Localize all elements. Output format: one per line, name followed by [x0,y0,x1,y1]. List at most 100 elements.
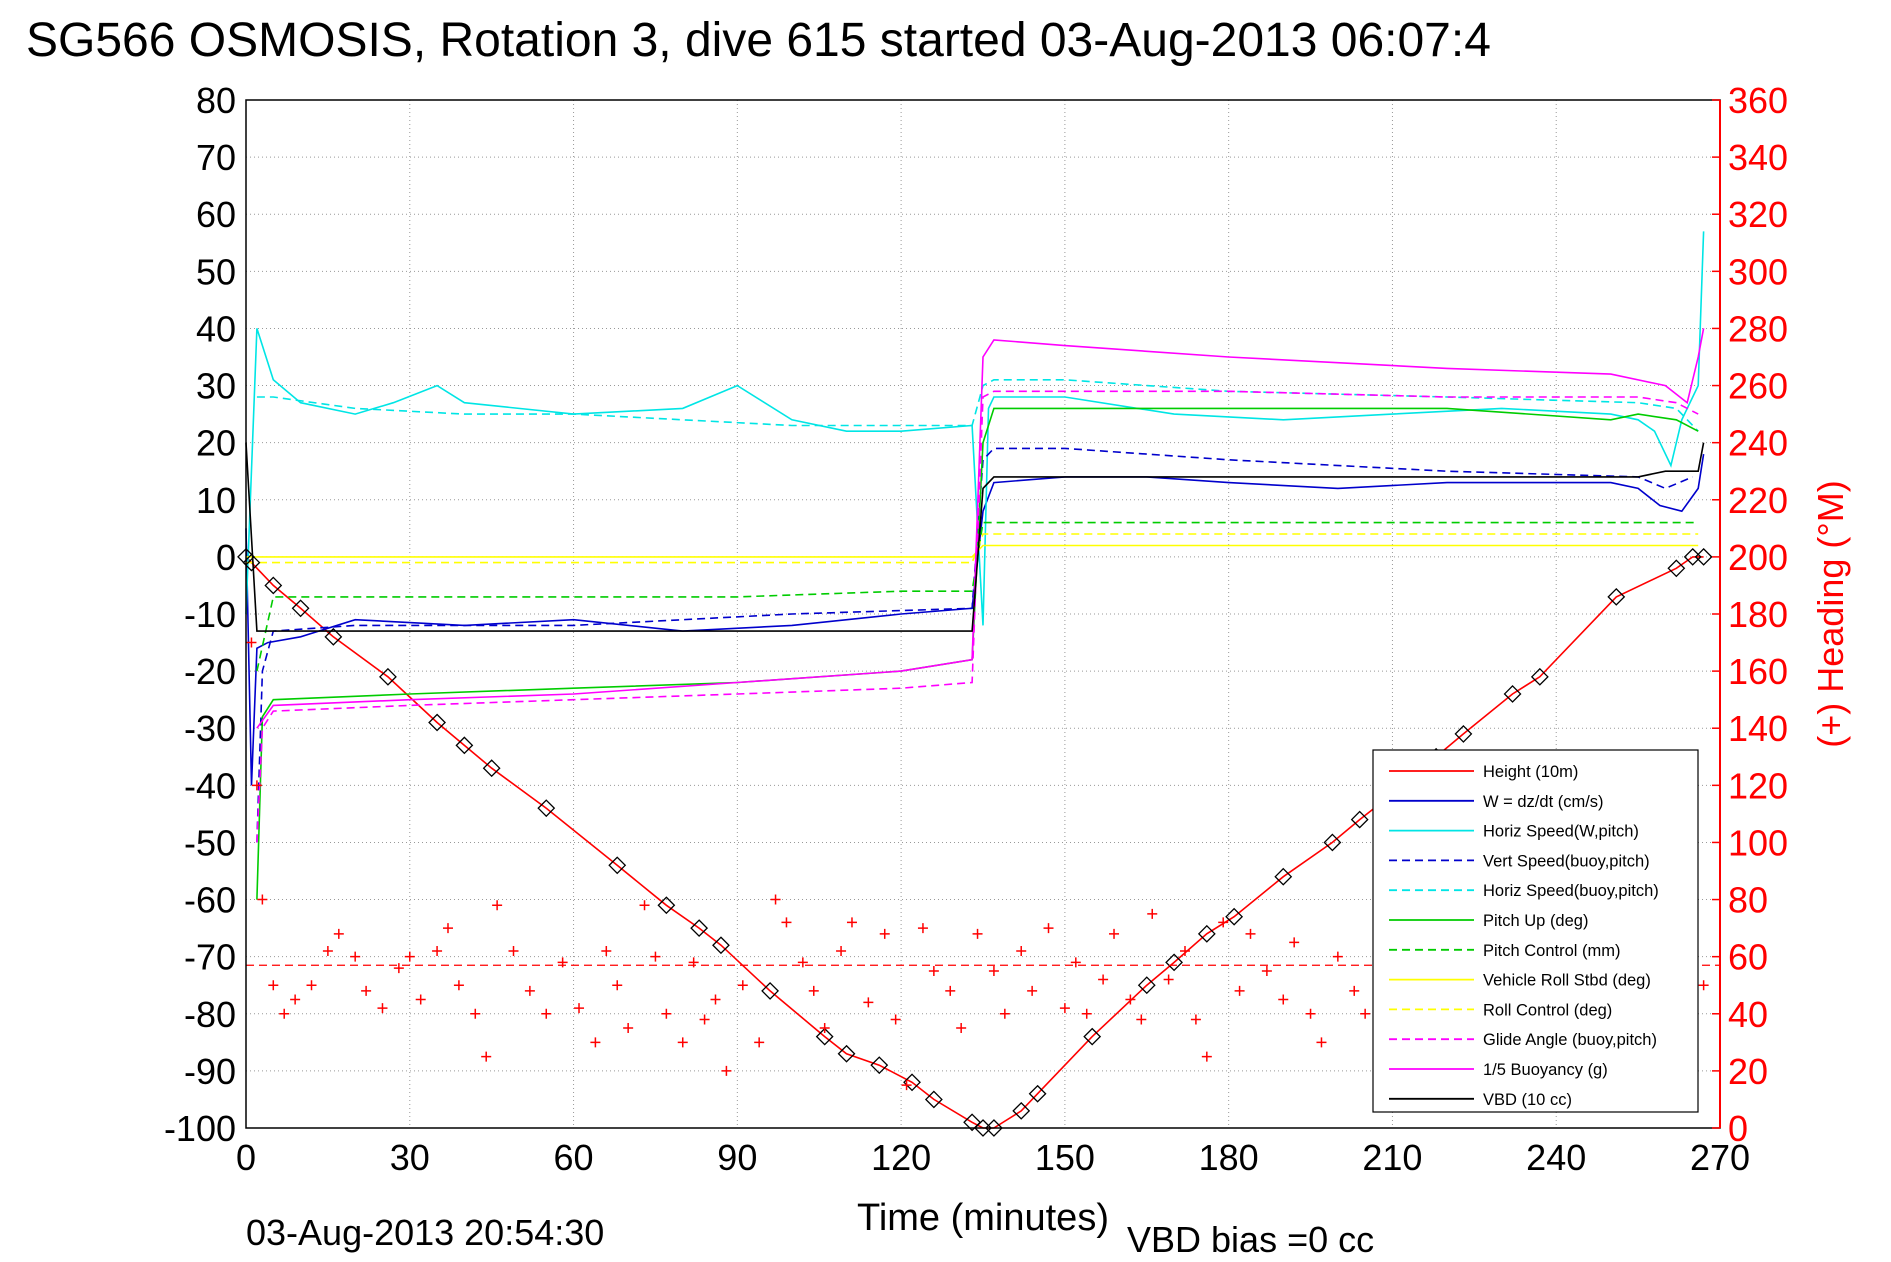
y-right-tick-labels: 3603403203002802602402202001801601401201… [1712,80,1788,1149]
y-tick-label: 0 [216,537,236,578]
footer-timestamp: 03-Aug-2013 20:54:30 [246,1212,604,1253]
y-tick-label: 40 [196,308,236,349]
heading-point [623,1023,634,1034]
y-right-tick-label: 180 [1728,594,1788,635]
heading-point [1201,1051,1212,1062]
heading-point [770,894,781,905]
heading-point [393,963,404,974]
height-marker [379,667,397,686]
height-marker [455,736,474,755]
y-right-tick-label: 160 [1728,651,1788,692]
heading-point [246,637,257,648]
y-tick-label: -70 [184,937,236,978]
y-tick-label: -30 [184,708,236,749]
heading-point [1163,974,1174,985]
heading-point [361,985,372,996]
y-tick-label: -50 [184,822,236,863]
series-line [256,328,1705,729]
y-tick-label: 20 [196,423,236,464]
heading-point [1278,994,1289,1005]
heading-point [972,928,983,939]
heading-point [1016,945,1027,956]
heading-point [890,1014,901,1025]
heading-point [492,900,503,911]
heading-point [251,780,262,791]
x-tick-label: 60 [554,1137,594,1178]
heading-point [322,945,333,956]
x-tick-label: 240 [1526,1137,1586,1178]
heading-point [1081,1008,1092,1019]
heading-point [928,965,939,976]
heading-point [612,980,623,991]
height-marker [1083,1027,1102,1046]
heading-point [432,945,443,956]
heading-point [1289,937,1300,948]
x-axis-label: Time (minutes) [857,1197,1109,1239]
heading-point [279,1008,290,1019]
height-marker [1530,667,1549,686]
heading-point [1059,1003,1070,1014]
heading-point [1261,965,1272,976]
heading-point [819,1023,830,1034]
height-marker [1323,833,1342,852]
heading-point [863,997,874,1008]
legend-label: Pitch Control (mm) [1483,942,1621,960]
y-tick-label: -80 [184,994,236,1035]
legend-label: Glide Angle (buoy,pitch) [1483,1031,1657,1049]
height-marker [1012,1101,1031,1120]
height-marker [1454,725,1473,743]
heading-point [781,917,792,928]
height-marker [1503,685,1522,703]
x-tick-label: 210 [1362,1137,1422,1178]
legend-label: Roll Control (deg) [1483,1001,1612,1019]
legend-label: Height (10m) [1483,763,1578,781]
x-tick-label: 0 [236,1137,256,1178]
y-right-tick-label: 140 [1728,708,1788,749]
heading-point [879,928,890,939]
height-marker [1350,810,1369,829]
height-marker [870,1056,889,1075]
y-tick-label: 10 [196,480,236,521]
heading-point [508,945,519,956]
heading-point [945,985,956,996]
heading-point [677,1037,688,1048]
heading-point [917,923,928,934]
y-right-tick-label: 320 [1728,194,1788,235]
height-marker [712,936,730,955]
heading-point [481,1051,492,1062]
heading-point [442,923,453,934]
y-tick-label: 70 [196,137,236,178]
heading-point [1360,1008,1371,1019]
x-tick-label: 180 [1199,1137,1259,1178]
heading-point [1349,985,1360,996]
series-line [245,453,1705,786]
heading-point [1070,957,1081,968]
height-marker [924,1090,943,1109]
heading-point [1136,1014,1147,1025]
heading-point [601,945,612,956]
y-tick-label: -60 [184,880,236,921]
height-marker [1225,907,1244,926]
legend-label: W = dz/dt (cm/s) [1483,793,1604,811]
height-marker [1694,547,1713,566]
heading-point [333,928,344,939]
heading-point [661,1008,672,1019]
x-tick-label: 270 [1690,1137,1750,1178]
heading-point [268,980,279,991]
heading-point [688,957,699,968]
heading-point [901,1080,912,1091]
y-right-tick-label: 240 [1728,423,1788,464]
height-marker [1607,587,1626,606]
y-right-tick-label: 120 [1728,765,1788,806]
height-marker [690,919,709,938]
heading-point [1098,974,1109,985]
heading-point [1179,945,1190,956]
heading-point [699,1014,710,1025]
x-tick-label: 30 [390,1137,430,1178]
heading-point [836,945,847,956]
y-right-tick-label: 0 [1728,1108,1748,1149]
y-right-tick-label: 40 [1728,994,1768,1035]
x-tick-label: 150 [1035,1137,1095,1178]
height-marker [837,1044,856,1063]
